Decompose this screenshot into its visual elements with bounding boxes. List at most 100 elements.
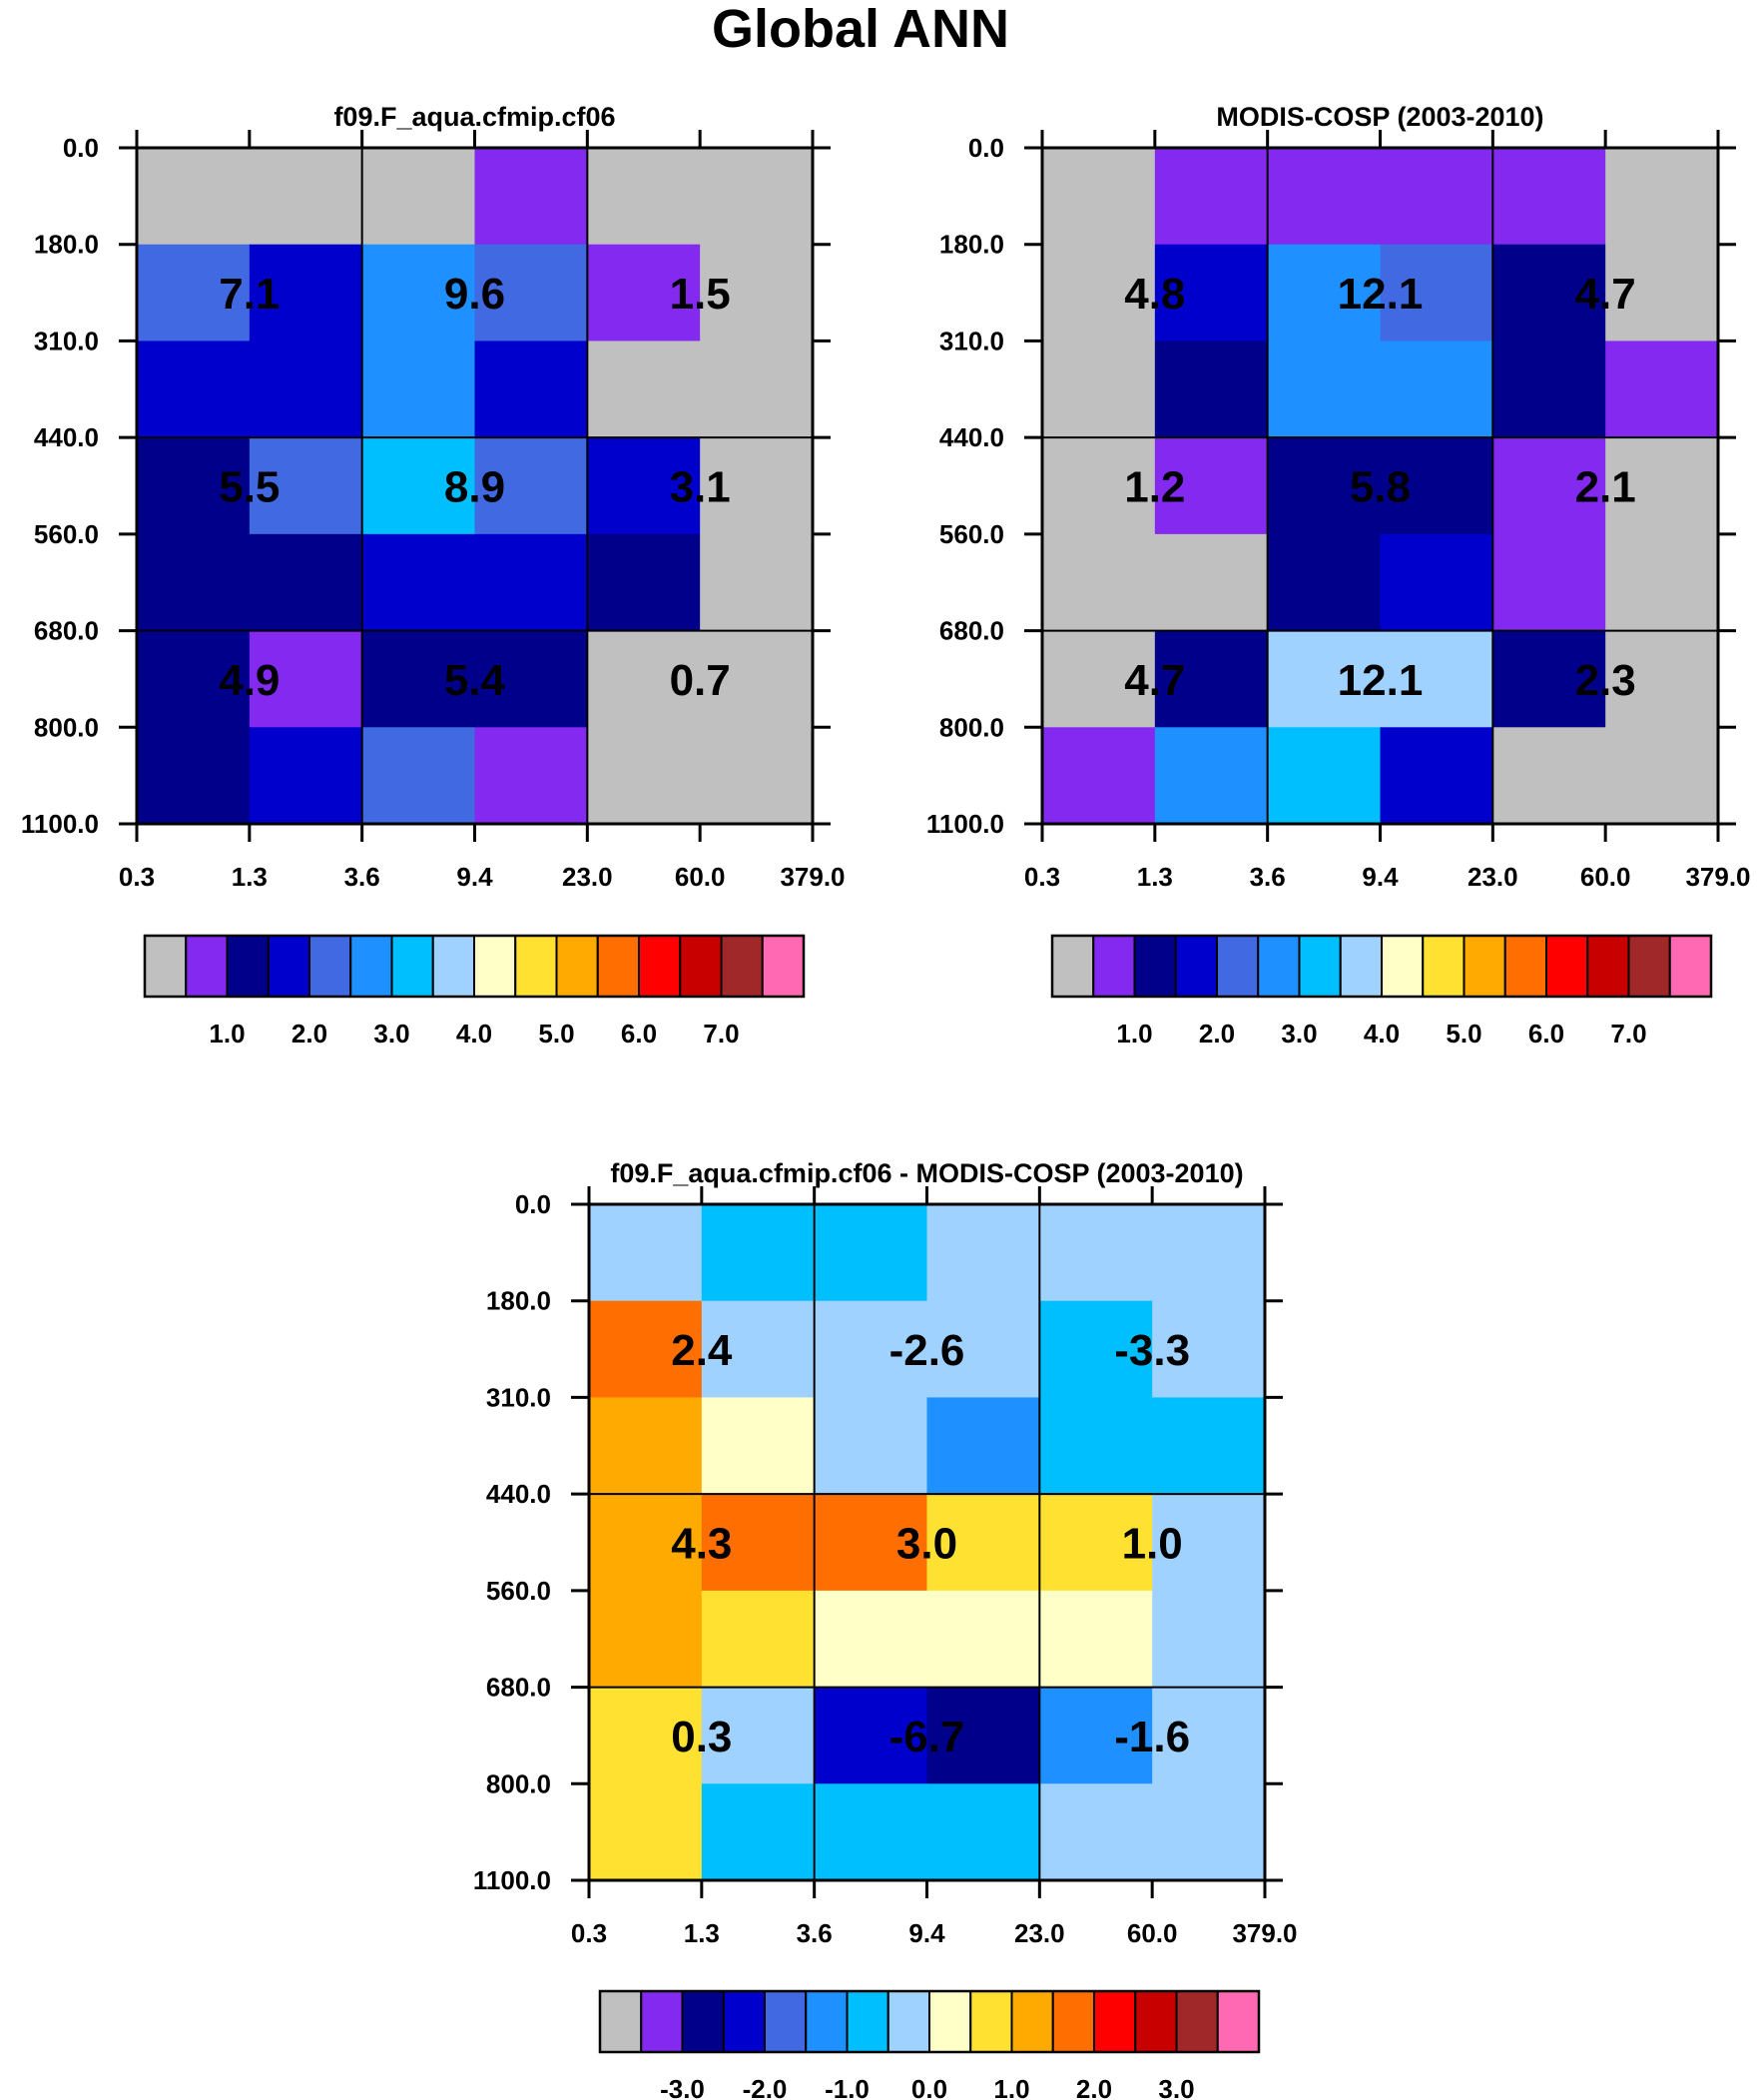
colorbar-box	[1093, 1990, 1137, 2053]
colorbar-box	[1298, 935, 1342, 998]
heatmap-cell	[137, 437, 251, 535]
colorbar-box	[1174, 935, 1218, 998]
heatmap-cell	[1154, 244, 1269, 342]
x-tick-label: 9.4	[456, 862, 493, 892]
x-tick-label: 9.4	[908, 1918, 945, 1948]
heatmap-cell	[1152, 1687, 1266, 1784]
heatmap-cell	[589, 1783, 703, 1881]
heatmap-cell	[701, 1204, 816, 1302]
colorbar-box	[846, 1990, 889, 2053]
heatmap-cell	[814, 1300, 927, 1398]
colorbar: 1.0 2.0 3.0 4.0 5.0 6.0 7.0	[1050, 934, 1713, 1049]
x-tick-label: 60.0	[1127, 1918, 1178, 1948]
colorbar-box	[679, 935, 723, 998]
heatmap-cell	[137, 341, 251, 438]
y-tick-label: 180.0	[939, 230, 1004, 260]
heatmap-cell	[700, 244, 814, 342]
colorbar-box	[1010, 1990, 1054, 2053]
colorbar: -3.0 -2.0 -1.0 0.0 1.0 2.0 3.0	[598, 1989, 1261, 2100]
colorbar-label: 0.0	[911, 2074, 947, 2100]
heatmap-cell	[1492, 437, 1606, 535]
heatmap-cell	[1492, 630, 1606, 728]
heatmap-cell	[587, 630, 701, 728]
group-value-label: 1.2	[1124, 463, 1185, 512]
colorbar-box	[599, 1990, 643, 2053]
heatmap-cell	[1152, 1783, 1266, 1881]
x-tick-label: 379.0	[1232, 1918, 1297, 1948]
y-tick-label: 440.0	[486, 1479, 551, 1509]
heatmap-cell	[1492, 341, 1606, 438]
heatmap-cell	[474, 437, 588, 535]
heatmap-cell	[1492, 244, 1606, 342]
group-value-label: 5.4	[444, 656, 506, 705]
heatmap-cell	[249, 533, 363, 632]
colorbar-frame	[1050, 934, 1713, 999]
colorbar: 1.0 2.0 3.0 4.0 5.0 6.0 7.0	[143, 934, 806, 1049]
heatmap-cell	[1492, 148, 1606, 246]
heatmap-cell	[1042, 533, 1156, 632]
heatmap-cell	[1154, 727, 1269, 825]
y-tick-label: 680.0	[34, 616, 99, 646]
y-tick-label: 310.0	[34, 326, 99, 355]
colorbar-box	[928, 1990, 972, 2053]
heatmap-cell	[814, 1783, 927, 1881]
heatmap-cell	[137, 244, 251, 342]
colorbar-label: -3.0	[660, 2074, 705, 2100]
group-value-label: -3.3	[1114, 1326, 1190, 1375]
group-grid	[137, 148, 813, 824]
colorbar-label: 5.0	[538, 1019, 574, 1049]
heatmap-cell	[1154, 533, 1269, 632]
colorbar-box	[596, 935, 640, 998]
group-value-label: 2.1	[1575, 463, 1636, 512]
heatmap-cell	[249, 244, 363, 342]
heatmap-cell	[926, 1204, 1040, 1302]
y-tick-label: 800.0	[34, 712, 99, 742]
heatmap-cell	[1380, 244, 1493, 342]
heatmap-cell	[474, 148, 588, 246]
heatmap-cell	[1152, 1204, 1266, 1302]
heatmap-cell	[1605, 341, 1719, 438]
colorbar-label: 3.0	[1158, 2074, 1194, 2100]
y-tick-label: 310.0	[939, 326, 1004, 355]
heatmap-cell	[1039, 1783, 1153, 1881]
heatmap-cell	[1267, 727, 1381, 825]
colorbar-box	[969, 1990, 1013, 2053]
colorbar-box	[555, 935, 599, 998]
heatmap-cell	[1152, 1494, 1266, 1592]
colorbar-frame	[143, 934, 806, 999]
group-value-label: -1.6	[1114, 1713, 1190, 1761]
x-tick-label: 9.4	[1362, 862, 1399, 892]
y-tick-label: 1100.0	[21, 809, 99, 839]
heatmap-cell	[1042, 148, 1156, 246]
heatmap-cell	[1152, 1590, 1266, 1689]
colorbar-label: 3.0	[1281, 1019, 1317, 1049]
colorbar-box	[390, 935, 434, 998]
y-tick-label: 1100.0	[473, 1865, 551, 1895]
colorbar-box	[1134, 1990, 1178, 2053]
group-value-label: -6.7	[889, 1713, 965, 1761]
heatmap-cell	[361, 533, 475, 632]
colorbar-frame	[598, 1989, 1261, 2054]
heatmap-cell	[700, 727, 814, 825]
colorbar-box	[1216, 935, 1260, 998]
colorbar-box	[1503, 935, 1547, 998]
colorbar-box	[1092, 935, 1136, 998]
colorbar-box	[1133, 935, 1177, 998]
y-tick-label: 310.0	[486, 1382, 551, 1412]
heatmap-cell	[587, 244, 701, 342]
group-value-label: 2.4	[671, 1326, 733, 1375]
heatmap-cell	[249, 437, 363, 535]
heatmap-cell	[926, 1397, 1040, 1495]
x-tick-label: 0.3	[1024, 862, 1060, 892]
heatmap-cell	[700, 437, 814, 535]
colorbar-box	[144, 935, 188, 998]
colorbar-box	[640, 1990, 684, 2053]
colorbar-box	[1339, 935, 1383, 998]
heatmap-cell	[1267, 341, 1381, 438]
page-title: Global ANN	[712, 0, 1009, 59]
heatmap-cell	[926, 1494, 1040, 1592]
x-tick-label: 1.3	[684, 1918, 720, 1948]
heatmap-cell	[701, 1783, 816, 1881]
heatmap-cell	[1605, 148, 1719, 246]
